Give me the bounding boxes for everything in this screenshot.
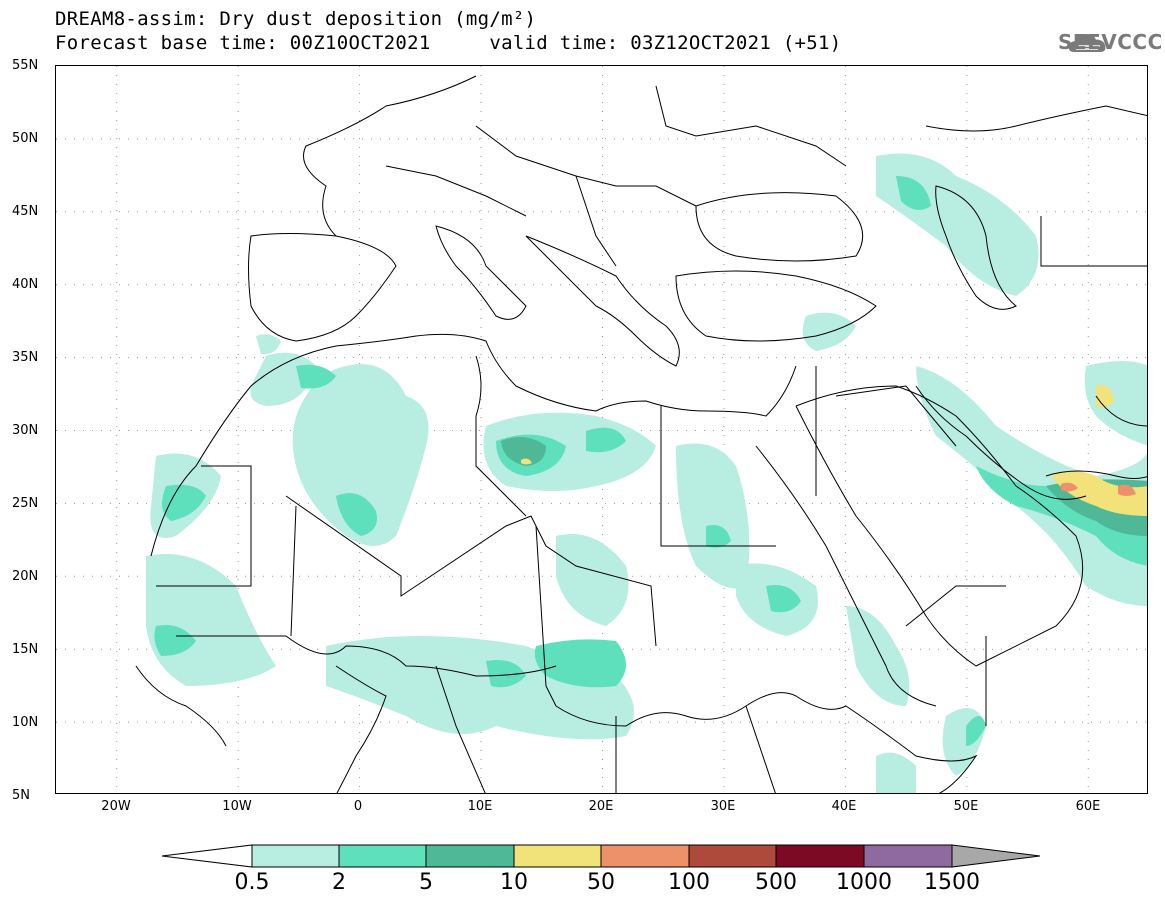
- colorbar-under-triangle: [161, 844, 253, 868]
- lat-label: 40N: [12, 277, 39, 292]
- lat-label: 45N: [12, 204, 39, 219]
- colorbar-label: 1000: [836, 870, 892, 895]
- colorbar-label: 100: [668, 870, 710, 895]
- colorbar-swatch: [775, 844, 865, 868]
- colorbar-swatch: [688, 844, 777, 868]
- lat-label: 20N: [12, 569, 39, 584]
- lat-label: 15N: [12, 642, 39, 657]
- colorbar-swatch: [863, 844, 953, 868]
- lon-label: 50E: [953, 799, 979, 814]
- lat-label: 35N: [12, 350, 39, 365]
- lat-label: 50N: [12, 131, 39, 146]
- lat-label: 55N: [12, 58, 39, 73]
- lat-label: 30N: [12, 423, 39, 438]
- lat-label: 25N: [12, 496, 39, 511]
- map-area: [55, 65, 1148, 794]
- dust-deposition-fields: [146, 153, 1147, 793]
- lat-label: 5N: [12, 788, 30, 803]
- lon-label: 60E: [1075, 799, 1101, 814]
- colorbar-swatch: [513, 844, 602, 868]
- logo-text: SEEVCCC: [1058, 30, 1163, 54]
- colorbar-swatch: [600, 844, 690, 868]
- lon-label: 30E: [710, 799, 736, 814]
- map-title: DREAM8-assim: Dry dust deposition (mg/m²…: [55, 8, 537, 30]
- colorbar-label: 1500: [924, 870, 980, 895]
- lon-label: 10E: [467, 799, 493, 814]
- lat-label: 10N: [12, 715, 39, 730]
- dust-level-1-areas: [146, 153, 1147, 793]
- colorbar-swatch: [338, 844, 427, 868]
- colorbar-label: 10: [500, 870, 528, 895]
- lon-label: 0: [353, 799, 363, 814]
- lon-label: 20E: [588, 799, 614, 814]
- colorbar-swatch: [251, 844, 340, 868]
- map-canvas: [56, 66, 1147, 793]
- coastlines-and-borders: [135, 75, 1147, 793]
- colorbar-swatch: [425, 844, 515, 868]
- colorbar-label: 50: [587, 870, 615, 895]
- colorbar-label: 2: [332, 870, 346, 895]
- cloud-logo-icon: [1068, 34, 1106, 52]
- map-subtitle-times: Forecast base time: 00Z10OCT2021 valid t…: [55, 32, 842, 54]
- colorbar-over-triangle: [951, 844, 1041, 868]
- lon-label: 40E: [831, 799, 857, 814]
- colorbar-label: 500: [755, 870, 797, 895]
- dust-level-5-areas: [1061, 482, 1136, 496]
- colorbar: [161, 844, 1041, 868]
- colorbar-label: 5: [419, 870, 433, 895]
- lon-label: 10W: [222, 799, 252, 814]
- lon-label: 20W: [101, 799, 131, 814]
- colorbar-label: 0.5: [234, 870, 270, 895]
